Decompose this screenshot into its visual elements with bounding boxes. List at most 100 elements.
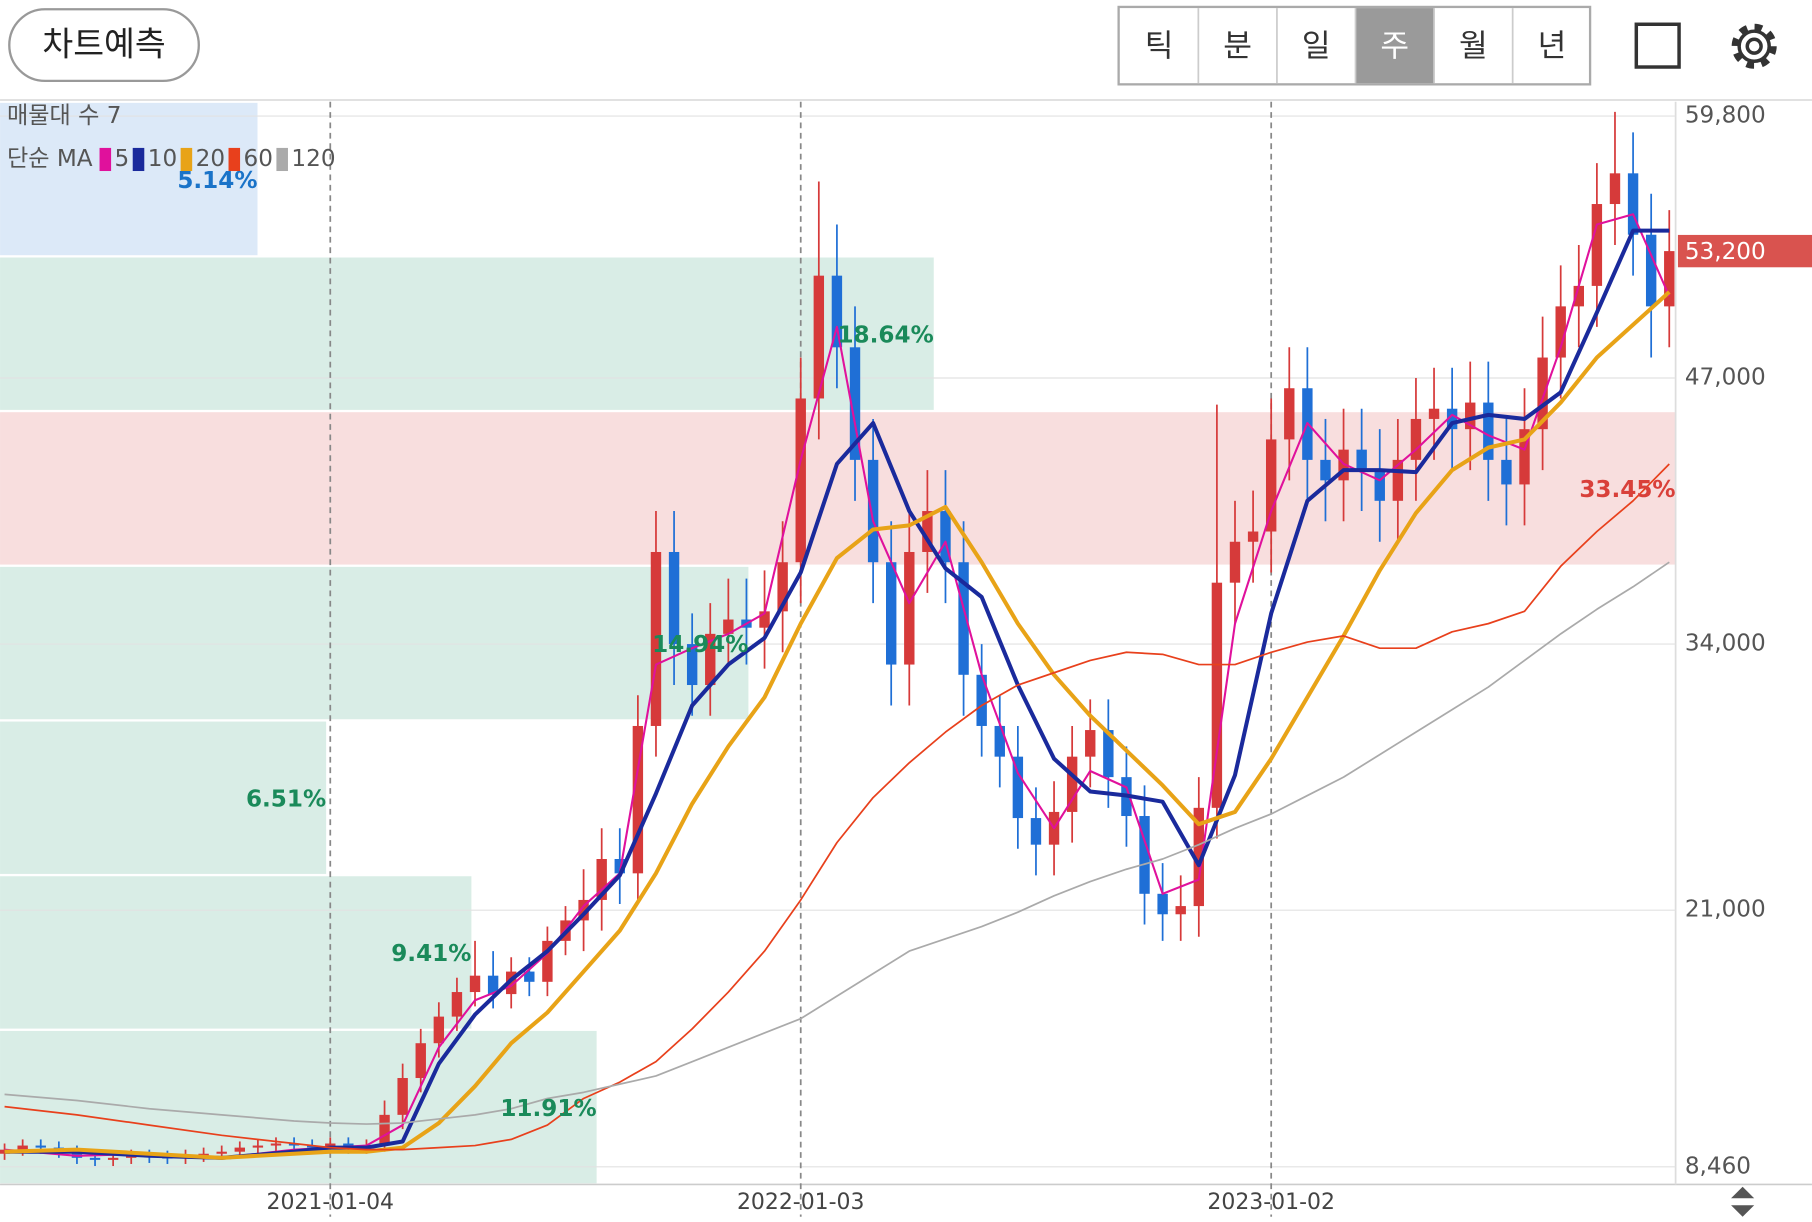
x-tick-label: 2023-01-02: [1207, 1190, 1335, 1215]
candle-body: [1265, 439, 1277, 532]
candle-body: [1627, 173, 1639, 235]
candle-body: [1483, 402, 1494, 460]
legend-label: 5: [115, 146, 130, 172]
candle-body: [433, 1016, 445, 1044]
candle-body: [849, 347, 861, 460]
candle-body: [1392, 459, 1404, 501]
candle-body: [216, 1151, 227, 1154]
ma-title: 단순 MA: [7, 146, 93, 172]
candle-body: [1085, 730, 1096, 757]
candle-body: [1157, 893, 1168, 915]
volume-bar: [0, 721, 327, 874]
candle-body: [940, 511, 951, 563]
candle-body: [1465, 402, 1476, 430]
candle-body: [759, 611, 770, 628]
sort-arrows[interactable]: [1731, 1186, 1755, 1217]
candle-body: [1066, 756, 1078, 812]
candle-body: [777, 562, 788, 612]
legend-swatch: [276, 147, 288, 172]
tab-label[interactable]: 일: [1302, 28, 1331, 64]
candle-body: [904, 551, 915, 665]
ma-line: [4, 463, 1670, 1151]
candle-body: [1284, 388, 1295, 440]
candle-body: [578, 899, 589, 921]
predict-button-label[interactable]: 차트예측: [42, 25, 165, 64]
legend-swatch: [99, 147, 112, 172]
volume-bar: [0, 566, 749, 720]
y-tick-label: 34,000: [1685, 631, 1766, 657]
candle-body: [1030, 818, 1042, 845]
y-tick-label: 21,000: [1685, 897, 1766, 923]
candle-body: [1410, 418, 1422, 460]
candle-body: [1247, 531, 1259, 542]
ma-line: [4, 290, 1671, 1160]
period-tabs: [1117, 5, 1592, 86]
volume-label: 14.94%: [652, 632, 748, 658]
last-price-label: 53,200: [1685, 239, 1766, 265]
candle-body: [813, 275, 825, 399]
candle-body: [35, 1145, 46, 1148]
legend-label: 10: [148, 146, 177, 172]
volume-label: 33.45%: [1579, 477, 1675, 503]
candle-body: [596, 859, 607, 900]
candle-body: [1229, 541, 1241, 583]
x-tick-label: 2021-01-04: [267, 1190, 395, 1215]
candle-body: [614, 859, 625, 874]
tab-label[interactable]: 주: [1380, 28, 1409, 64]
candle-body: [198, 1153, 209, 1156]
tab-label[interactable]: 월: [1459, 28, 1488, 64]
candle-body: [886, 562, 897, 665]
candle-body: [487, 975, 499, 995]
y-tick-label: 59,800: [1685, 103, 1766, 129]
candle-body: [795, 398, 806, 563]
ma-line: [4, 213, 1671, 1159]
candle-body: [1374, 470, 1385, 501]
candle-body: [723, 619, 734, 634]
volume-bar: [0, 412, 1676, 565]
candle-body: [252, 1145, 264, 1148]
candle-body: [1320, 459, 1331, 481]
volume-bar: [0, 102, 258, 256]
candle-body: [1139, 816, 1150, 894]
volume-profile-title: 매물대 수 7: [7, 103, 121, 129]
candle-body: [306, 1145, 318, 1148]
x-tick-label: 2022-01-03: [737, 1190, 865, 1215]
settings-icon[interactable]: [1731, 23, 1777, 69]
candle-body: [397, 1078, 408, 1115]
candle-body: [1501, 459, 1512, 485]
candle-body: [126, 1155, 137, 1158]
tab-label[interactable]: 틱: [1145, 28, 1174, 64]
candle-body: [379, 1114, 390, 1146]
candle-body: [705, 633, 716, 686]
legend-swatch: [180, 147, 193, 172]
candle-body: [867, 459, 879, 563]
candle-body: [1446, 408, 1458, 430]
legend-label: 20: [196, 146, 225, 172]
candle-body: [1428, 408, 1440, 419]
predict-button[interactable]: [8, 8, 200, 83]
candle-body: [325, 1143, 336, 1148]
candle-body: [451, 992, 463, 1017]
candle-body: [1103, 730, 1114, 778]
fullscreen-icon[interactable]: [1634, 22, 1681, 69]
y-tick-label: 8,460: [1685, 1153, 1751, 1179]
candle-body: [922, 511, 933, 552]
volume-bar: [0, 876, 472, 1029]
tab-label[interactable]: 분: [1223, 28, 1252, 64]
candle-body: [686, 644, 698, 686]
legend-swatch: [132, 147, 145, 172]
candle-body: [994, 725, 1005, 757]
tab-label[interactable]: 년: [1538, 28, 1567, 64]
tab-selected: [1355, 8, 1435, 84]
candle-body: [1645, 234, 1657, 307]
ma-line: [4, 561, 1670, 1125]
candle-body: [415, 1043, 426, 1079]
candle-body: [668, 551, 680, 645]
candle-body: [506, 971, 517, 995]
candle-body: [17, 1145, 28, 1150]
candle-body: [1664, 251, 1675, 307]
plot: [0, 111, 1675, 1167]
candle-body: [1609, 173, 1621, 205]
